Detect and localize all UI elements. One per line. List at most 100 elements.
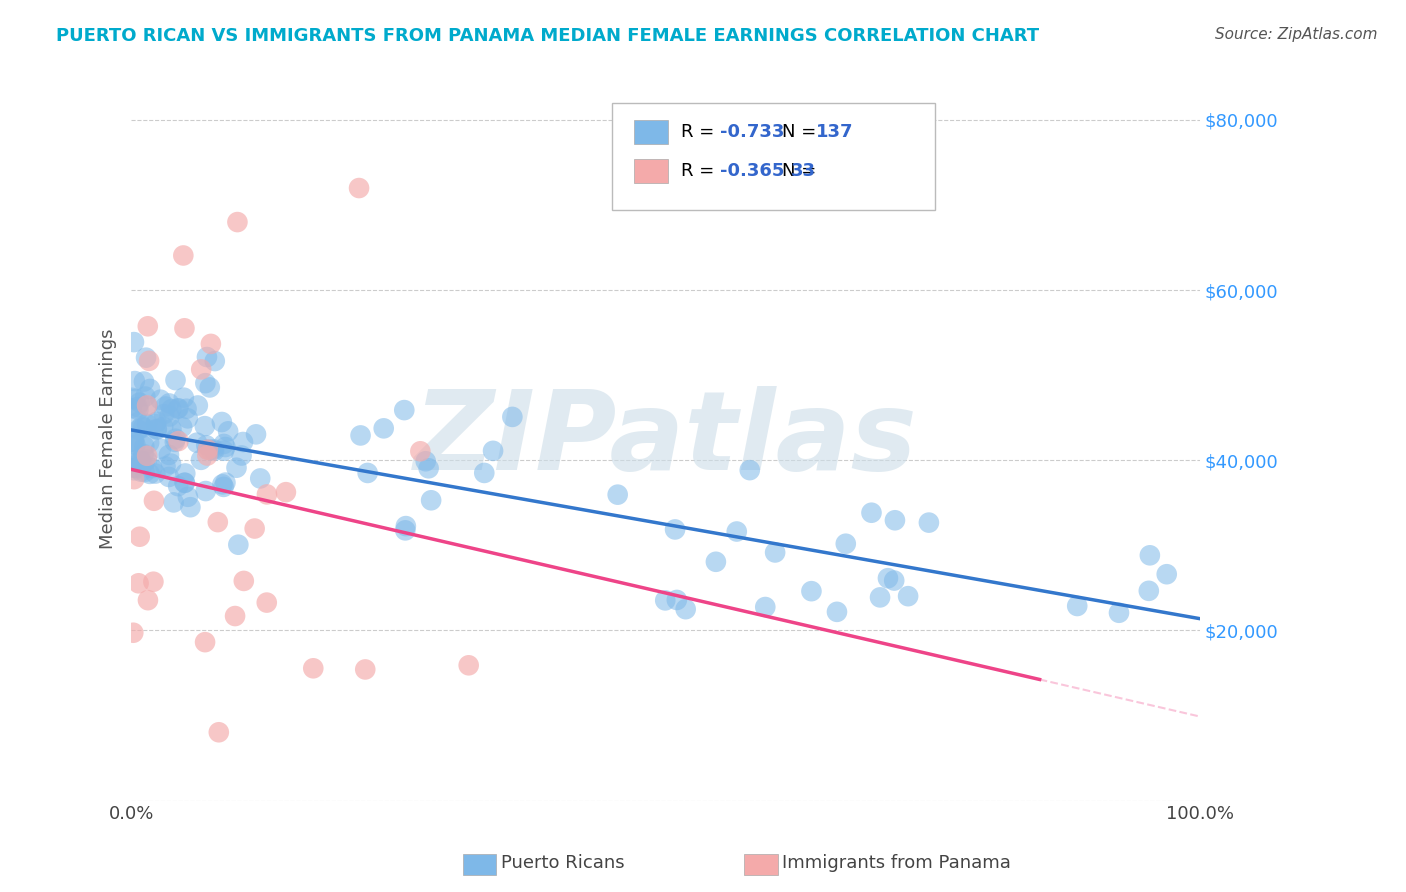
Point — [665, 593, 688, 607]
Point — [155, 459, 177, 474]
Point — [243, 522, 266, 536]
Point — [177, 411, 200, 425]
Point — [482, 443, 505, 458]
Point — [754, 600, 776, 615]
Point — [1139, 549, 1161, 563]
Point — [153, 407, 176, 421]
Point — [122, 472, 145, 486]
Point — [132, 447, 155, 461]
Text: N =: N = — [782, 162, 821, 180]
Point — [349, 428, 371, 442]
Point — [121, 401, 143, 416]
Point — [127, 400, 149, 414]
Point — [145, 417, 167, 431]
Point — [869, 591, 891, 605]
Point — [200, 337, 222, 351]
Point — [172, 248, 194, 262]
Point — [122, 453, 145, 467]
Point — [194, 419, 217, 434]
Point — [409, 444, 432, 458]
Point — [128, 395, 150, 409]
Point — [197, 442, 219, 457]
Text: -0.733: -0.733 — [720, 123, 785, 141]
Point — [395, 519, 418, 533]
Point — [136, 399, 159, 413]
Point — [763, 545, 786, 559]
Point — [704, 555, 727, 569]
Point — [165, 432, 187, 446]
Point — [150, 442, 173, 456]
Point — [172, 420, 194, 434]
Point — [883, 574, 905, 588]
Point — [141, 461, 163, 475]
Point — [124, 374, 146, 388]
Point — [394, 403, 416, 417]
Point — [214, 440, 236, 454]
Point — [163, 434, 186, 449]
Point — [211, 415, 233, 429]
Point — [472, 466, 495, 480]
Point — [212, 480, 235, 494]
Point — [1108, 606, 1130, 620]
Point — [195, 449, 218, 463]
Point — [145, 415, 167, 429]
Point — [1156, 567, 1178, 582]
Point — [128, 530, 150, 544]
Text: ZIPatlas: ZIPatlas — [413, 385, 918, 492]
Point — [202, 443, 225, 458]
Point — [194, 376, 217, 391]
Point — [160, 402, 183, 417]
Point — [160, 422, 183, 436]
Point — [738, 463, 761, 477]
Point — [256, 487, 278, 501]
Point — [249, 471, 271, 485]
Point — [139, 382, 162, 396]
Point — [202, 442, 225, 457]
Point — [124, 392, 146, 406]
Point — [186, 435, 208, 450]
Point — [214, 475, 236, 490]
Point — [860, 506, 883, 520]
Point — [225, 460, 247, 475]
Point — [654, 593, 676, 607]
Point — [606, 488, 628, 502]
Point — [135, 417, 157, 431]
Point — [1137, 583, 1160, 598]
Point — [138, 354, 160, 368]
Point — [136, 593, 159, 607]
Point — [231, 449, 253, 463]
Point — [208, 725, 231, 739]
Point — [138, 435, 160, 450]
Point — [224, 609, 246, 624]
Point — [173, 475, 195, 490]
Point — [124, 461, 146, 475]
Point — [302, 661, 325, 675]
Point — [195, 350, 218, 364]
Point — [131, 454, 153, 468]
Point — [135, 453, 157, 467]
Text: N =: N = — [782, 123, 821, 141]
Point — [122, 625, 145, 640]
Point — [124, 454, 146, 468]
Point — [187, 399, 209, 413]
Point — [128, 423, 150, 437]
Point — [415, 454, 437, 468]
Point — [457, 658, 479, 673]
Point — [134, 465, 156, 479]
Point — [134, 454, 156, 468]
Point — [121, 434, 143, 449]
Point — [173, 391, 195, 405]
Point — [354, 663, 377, 677]
Point — [675, 602, 697, 616]
Point — [897, 589, 920, 603]
Point — [1066, 599, 1088, 613]
Point — [211, 477, 233, 491]
Text: R =: R = — [681, 123, 720, 141]
Point — [128, 415, 150, 429]
Point — [835, 537, 858, 551]
Point — [146, 423, 169, 437]
Point — [132, 375, 155, 389]
Point — [124, 460, 146, 475]
Point — [139, 467, 162, 481]
Point — [394, 524, 416, 538]
